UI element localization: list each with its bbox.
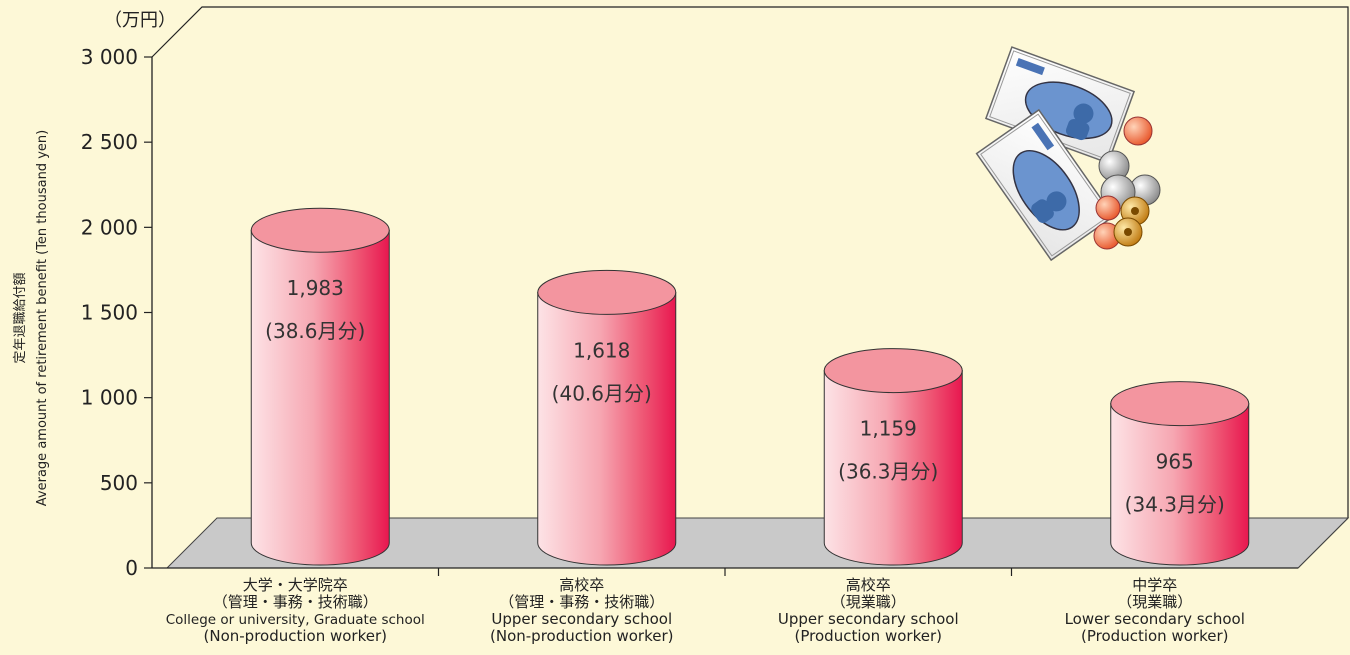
money-illustration <box>975 46 1161 262</box>
bar: 1,159 (36.3月分) <box>823 348 963 566</box>
y-unit-label: （万円） <box>104 10 176 31</box>
bar-top <box>537 269 677 315</box>
category-label-en: Upper secondary school <box>778 610 959 628</box>
category-label-jp: 高校卒 <box>559 576 604 594</box>
bar-value-label: 1,159 <box>860 417 917 441</box>
category-label: 中学卒（現業職）Lower secondary school(Productio… <box>1065 576 1245 645</box>
y-tick-label: 1 500 <box>81 301 138 325</box>
category-label-en2: (Non-production worker) <box>204 627 388 645</box>
bars: 1,983 (38.6月分) 1,618 (40.6月分) 1,159 (36.3月分) 9… <box>250 207 1250 566</box>
bar: 1,618 (40.6月分) <box>537 269 677 566</box>
category-label-jp2: （管理・事務・技術職） <box>213 593 378 611</box>
bar-months-label: (34.3月分) <box>1125 493 1225 517</box>
bar-value-label: 1,618 <box>573 338 630 362</box>
category-label-jp2: （現業職） <box>831 593 906 611</box>
category-label-en: Lower secondary school <box>1065 610 1245 628</box>
banknote-front <box>975 108 1115 262</box>
category-label-en2: (Production worker) <box>795 627 942 645</box>
y-tick-label: 500 <box>100 471 138 495</box>
y-tick-label: 2 000 <box>81 215 138 239</box>
bar-top <box>1110 381 1250 427</box>
y-axis-label-en: Average amount of retirement benefit (Te… <box>35 130 50 506</box>
category-label-jp: 中学卒 <box>1132 576 1177 594</box>
bar-value-label: 1,983 <box>287 276 344 300</box>
category-label-en: Upper secondary school <box>491 610 672 628</box>
y-axis-label-jp: 定年退職給付額 <box>13 272 28 363</box>
category-label-jp: 大学・大学院卒 <box>243 576 348 594</box>
category-label-en: College or university, Graduate school <box>166 612 425 628</box>
bar-body <box>250 229 390 566</box>
y-tick-label: 1 000 <box>81 386 138 410</box>
coin-icon <box>1123 116 1153 146</box>
category-label: 高校卒（現業職）Upper secondary school(Productio… <box>778 576 959 645</box>
x-axis-labels: 大学・大学院卒（管理・事務・技術職）College or university,… <box>166 576 1245 645</box>
y-axis: 0 500 1 000 1 500 2 000 2 500 3 000 <box>81 45 1298 580</box>
bar: 965 (34.3月分) <box>1110 381 1250 566</box>
y-tick-label: 0 <box>125 556 138 580</box>
bar-body <box>823 370 963 566</box>
bar-top <box>250 207 390 253</box>
bar: 1,983 (38.6月分) <box>250 207 390 566</box>
category-label-en2: (Production worker) <box>1081 627 1228 645</box>
bar-body <box>1110 403 1250 566</box>
category-label-jp2: （現業職） <box>1117 593 1192 611</box>
category-label-en2: (Non-production worker) <box>490 627 674 645</box>
bar-months-label: (38.6月分) <box>265 319 365 343</box>
coin-icon <box>1095 195 1121 221</box>
category-label: 高校卒（管理・事務・技術職）Upper secondary school(Non… <box>490 576 674 645</box>
bar-top <box>823 348 963 394</box>
bar-months-label: (40.6月分) <box>552 381 652 405</box>
bar-body <box>537 291 677 566</box>
category-label-jp2: （管理・事務・技術職） <box>499 593 664 611</box>
category-label-jp: 高校卒 <box>846 576 891 594</box>
bar-value-label: 965 <box>1156 450 1194 474</box>
category-label: 大学・大学院卒（管理・事務・技術職）College or university,… <box>166 576 425 645</box>
y-tick-label: 3 000 <box>81 45 138 69</box>
y-tick-label: 2 500 <box>81 130 138 154</box>
bar-months-label: (36.3月分) <box>838 460 938 484</box>
